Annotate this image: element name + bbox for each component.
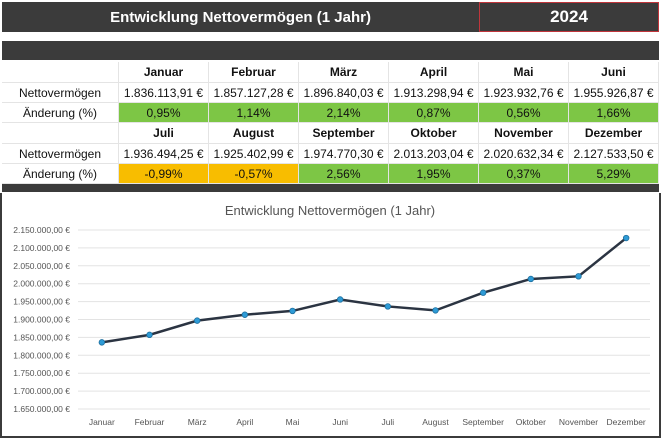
net-value-cell[interactable]: 2.127.533,50 € bbox=[569, 144, 659, 164]
row-label-change[interactable]: Änderung (%) bbox=[2, 103, 119, 123]
y-tick-label: 1.700.000,00 € bbox=[13, 386, 70, 396]
x-tick-label: August bbox=[422, 417, 449, 427]
net-value-cell[interactable]: 1.974.770,30 € bbox=[299, 144, 389, 164]
row-label-net[interactable]: Nettovermögen bbox=[2, 144, 119, 164]
divider-bar bbox=[2, 184, 659, 192]
month-header[interactable]: Juli bbox=[119, 123, 209, 144]
x-tick-label: April bbox=[236, 417, 253, 427]
x-tick-label: Juli bbox=[381, 417, 394, 427]
y-tick-label: 1.850.000,00 € bbox=[13, 332, 70, 342]
change-cell[interactable]: 0,95% bbox=[119, 103, 209, 123]
month-header[interactable]: Dezember bbox=[569, 123, 659, 144]
data-point bbox=[622, 234, 630, 242]
y-tick-label: 2.050.000,00 € bbox=[13, 261, 70, 271]
change-cell[interactable]: 5,29% bbox=[569, 164, 659, 184]
month-header[interactable]: April bbox=[389, 62, 479, 83]
x-tick-label: Oktober bbox=[516, 417, 546, 427]
data-point bbox=[146, 331, 153, 339]
net-value-cell[interactable]: 1.857.127,28 € bbox=[209, 83, 299, 103]
data-point bbox=[527, 275, 535, 283]
data-point bbox=[575, 273, 582, 280]
data-point bbox=[479, 289, 487, 296]
empty-cell[interactable] bbox=[2, 62, 119, 83]
year-value: 2024 bbox=[550, 7, 588, 26]
year-cell[interactable]: 2024 bbox=[479, 2, 659, 32]
change-cell[interactable]: 0,37% bbox=[479, 164, 569, 184]
data-point bbox=[384, 303, 392, 310]
month-header[interactable]: Januar bbox=[119, 62, 209, 83]
data-point bbox=[432, 307, 439, 314]
x-tick-label: März bbox=[188, 417, 207, 427]
x-tick-label: Juni bbox=[332, 417, 348, 427]
net-value-cell[interactable]: 1.913.298,94 € bbox=[389, 83, 479, 103]
change-cell[interactable]: -0,99% bbox=[119, 164, 209, 184]
y-tick-label: 1.750.000,00 € bbox=[13, 368, 70, 378]
month-header[interactable]: Mai bbox=[479, 62, 569, 83]
change-cell[interactable]: 1,95% bbox=[389, 164, 479, 184]
data-point bbox=[241, 311, 249, 318]
x-tick-label: Februar bbox=[135, 417, 165, 427]
net-value-cell[interactable]: 1.923.932,76 € bbox=[479, 83, 569, 103]
change-cell[interactable]: 2,14% bbox=[299, 103, 389, 123]
row-label-change[interactable]: Änderung (%) bbox=[2, 164, 119, 184]
month-header[interactable]: November bbox=[479, 123, 569, 144]
net-value-cell[interactable]: 1.955.926,87 € bbox=[569, 83, 659, 103]
y-tick-label: 2.100.000,00 € bbox=[13, 243, 70, 253]
net-value-cell[interactable]: 2.013.203,04 € bbox=[389, 144, 479, 164]
net-value-cell[interactable]: 2.020.632,34 € bbox=[479, 144, 569, 164]
y-tick-label: 1.650.000,00 € bbox=[13, 404, 70, 414]
divider-bar bbox=[2, 41, 659, 60]
x-tick-label: Januar bbox=[89, 417, 115, 427]
month-header[interactable]: Oktober bbox=[389, 123, 479, 144]
change-cell[interactable]: -0,57% bbox=[209, 164, 299, 184]
x-tick-label: Dezember bbox=[607, 417, 646, 427]
title-bar: Entwicklung Nettovermögen (1 Jahr) bbox=[2, 2, 479, 32]
month-header[interactable]: Februar bbox=[209, 62, 299, 83]
y-tick-label: 1.900.000,00 € bbox=[13, 315, 70, 325]
change-cell[interactable]: 1,66% bbox=[569, 103, 659, 123]
row-label-net[interactable]: Nettovermögen bbox=[2, 83, 119, 103]
x-tick-label: September bbox=[462, 417, 504, 427]
change-cell[interactable]: 0,87% bbox=[389, 103, 479, 123]
data-point bbox=[336, 296, 344, 303]
y-tick-label: 1.800.000,00 € bbox=[13, 350, 70, 360]
net-value-cell[interactable]: 1.925.402,99 € bbox=[209, 144, 299, 164]
x-tick-label: November bbox=[559, 417, 598, 427]
data-point bbox=[289, 307, 296, 315]
line-chart: Entwicklung Nettovermögen (1 Jahr) 1.650… bbox=[0, 193, 661, 438]
chart-title: Entwicklung Nettovermögen (1 Jahr) bbox=[225, 203, 435, 218]
y-tick-label: 2.150.000,00 € bbox=[13, 225, 70, 235]
net-value-cell[interactable]: 1.836.113,91 € bbox=[119, 83, 209, 103]
page-title: Entwicklung Nettovermögen (1 Jahr) bbox=[110, 8, 371, 26]
change-cell[interactable]: 0,56% bbox=[479, 103, 569, 123]
data-point bbox=[98, 339, 106, 346]
data-point bbox=[193, 317, 201, 324]
net-value-cell[interactable]: 1.936.494,25 € bbox=[119, 144, 209, 164]
series-line bbox=[101, 237, 627, 344]
month-header[interactable]: September bbox=[299, 123, 389, 144]
empty-cell[interactable] bbox=[2, 123, 119, 144]
y-tick-label: 2.000.000,00 € bbox=[13, 279, 70, 289]
month-header[interactable]: August bbox=[209, 123, 299, 144]
change-cell[interactable]: 1,14% bbox=[209, 103, 299, 123]
month-header[interactable]: Juni bbox=[569, 62, 659, 83]
net-value-cell[interactable]: 1.896.840,03 € bbox=[299, 83, 389, 103]
x-tick-label: Mai bbox=[286, 417, 300, 427]
chart-svg: Entwicklung Nettovermögen (1 Jahr) 1.650… bbox=[13, 203, 650, 427]
month-header[interactable]: März bbox=[299, 62, 389, 83]
y-tick-label: 1.950.000,00 € bbox=[13, 297, 70, 307]
change-cell[interactable]: 2,56% bbox=[299, 164, 389, 184]
